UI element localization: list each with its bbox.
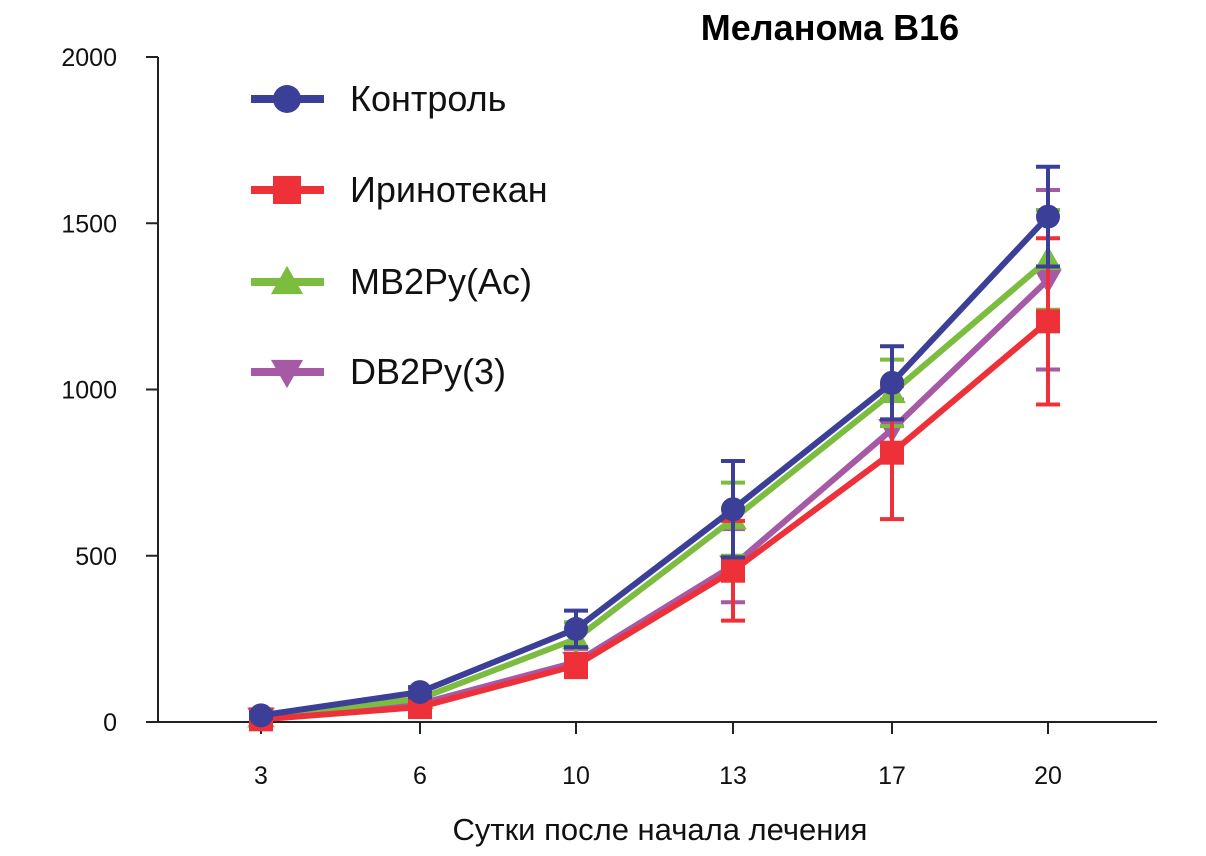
x-tick-label-20: 20 (1034, 762, 1062, 790)
legend-item-series-1: Иринотекан (251, 169, 548, 210)
legend-marker (270, 265, 304, 295)
data-point (564, 616, 588, 641)
x-tick-label-6: 6 (413, 762, 427, 790)
legend-label: Контроль (350, 78, 506, 119)
series-line (260, 214, 1051, 719)
y-tick-label-2000: 2000 (61, 44, 117, 72)
legend-marker (273, 176, 301, 204)
series-layer (247, 164, 1062, 732)
legend-marker (270, 359, 304, 389)
legend-label: MB2Py(Ac) (350, 261, 532, 302)
y-tick-label-500: 500 (75, 543, 117, 571)
y-ticks: 0 500 1000 1500 2000 (61, 44, 158, 737)
x-tick-label-10: 10 (562, 762, 590, 790)
data-point (880, 440, 904, 465)
y-tick-label-1000: 1000 (61, 377, 117, 405)
series-line (260, 257, 1050, 720)
x-axis-title: Сутки после начала лечения (453, 812, 868, 847)
legend-item-db2py-3: DB2Py(3) (251, 351, 506, 392)
x-tick-label-3: 3 (254, 762, 268, 790)
series-line (260, 319, 1050, 723)
data-point (1036, 204, 1060, 229)
data-point (249, 703, 273, 728)
legend-item-series-0: Контроль (251, 78, 506, 119)
x-tick-label-17: 17 (878, 762, 906, 790)
data-point (564, 653, 588, 678)
legend-item-mb2py-ac: MB2Py(Ac) (251, 261, 532, 302)
data-point (721, 497, 745, 522)
legend-label: Иринотекан (350, 169, 548, 210)
data-point (1036, 309, 1060, 334)
x-tick-label-13: 13 (719, 762, 747, 790)
legend: Контроль Иринотекан MB2Py(Ac) DB2Py(3) (251, 78, 548, 392)
x-ticks: 3 6 10 13 17 20 (254, 722, 1062, 790)
series-series-1 (249, 236, 1060, 732)
y-tick-label-1500: 1500 (61, 210, 117, 238)
series-series-0 (249, 164, 1060, 728)
data-point (721, 558, 745, 583)
legend-marker (273, 85, 301, 113)
data-point (408, 680, 432, 705)
chart-title: Меланома B16 (701, 7, 959, 48)
legend-label: DB2Py(3) (350, 351, 506, 392)
y-tick-label-0: 0 (103, 709, 117, 737)
data-point (880, 370, 904, 395)
